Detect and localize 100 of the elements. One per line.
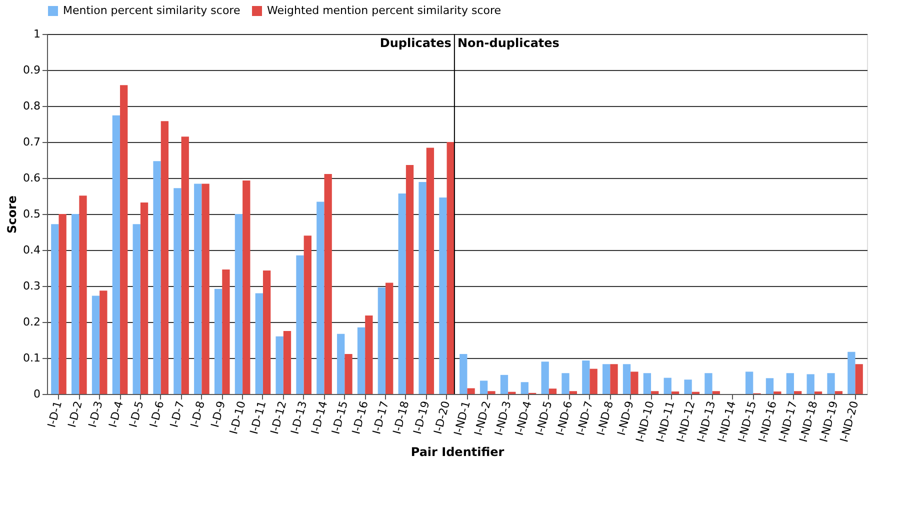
bar bbox=[834, 391, 842, 394]
bar bbox=[222, 269, 230, 394]
y-tick-label: 0.8 bbox=[23, 100, 40, 112]
y-tick-label: 0.2 bbox=[23, 316, 40, 328]
bar bbox=[72, 214, 80, 394]
annotation: Non-duplicates bbox=[457, 36, 560, 50]
x-tick-label: I-D-15 bbox=[329, 400, 350, 436]
bar bbox=[174, 188, 182, 394]
bar bbox=[446, 142, 454, 394]
bar bbox=[304, 236, 312, 394]
x-tick-label: I-D-8 bbox=[188, 400, 208, 429]
x-tick-label: I-D-1 bbox=[45, 400, 65, 429]
bar bbox=[255, 293, 263, 394]
x-tick-label: I-D-5 bbox=[126, 400, 146, 429]
y-tick-label: 0.5 bbox=[23, 208, 40, 220]
x-axis-title: Pair Identifier bbox=[410, 445, 504, 460]
bar bbox=[194, 184, 202, 394]
bar bbox=[480, 380, 488, 394]
x-tick-label: I-D-18 bbox=[390, 400, 412, 436]
bar bbox=[426, 148, 434, 394]
y-tick-label: 1 bbox=[34, 28, 40, 40]
bar bbox=[398, 193, 406, 394]
bar bbox=[242, 180, 250, 394]
bar bbox=[651, 391, 659, 394]
bar bbox=[467, 388, 475, 394]
bar bbox=[786, 373, 794, 394]
bar bbox=[112, 115, 120, 394]
x-tick-label: I-D-17 bbox=[370, 400, 392, 436]
bar bbox=[418, 182, 426, 394]
y-tick-label: 0.9 bbox=[23, 64, 40, 76]
legend-label: Weighted mention percent similarity score bbox=[267, 4, 502, 17]
bar bbox=[344, 354, 352, 394]
annotation: Duplicates bbox=[380, 36, 452, 50]
bar bbox=[202, 184, 210, 394]
x-tick-label: I-ND-4 bbox=[512, 400, 534, 437]
bar bbox=[460, 354, 468, 394]
bar bbox=[766, 378, 774, 394]
bar bbox=[283, 331, 292, 394]
bar bbox=[58, 214, 66, 394]
x-tick-label: I-ND-6 bbox=[554, 400, 576, 437]
bar bbox=[92, 296, 100, 394]
bar bbox=[120, 85, 128, 394]
bar bbox=[488, 391, 496, 394]
y-tick-label: 0.1 bbox=[23, 352, 40, 364]
bar bbox=[160, 121, 169, 394]
bar bbox=[569, 391, 577, 394]
bar bbox=[671, 391, 680, 394]
bar bbox=[582, 360, 590, 394]
bar bbox=[181, 136, 189, 394]
bar bbox=[234, 214, 243, 394]
legend-label: Mention percent similarity score bbox=[63, 4, 240, 17]
x-tick-label: I-D-16 bbox=[350, 400, 371, 436]
x-tick-label: I-D-20 bbox=[431, 400, 453, 436]
x-tick-label: I-D-10 bbox=[227, 400, 248, 436]
bar bbox=[214, 288, 222, 394]
y-tick-label: 0 bbox=[34, 388, 40, 400]
bar bbox=[51, 224, 59, 394]
x-tick-label: I-ND-3 bbox=[492, 400, 514, 437]
y-tick-label: 0.4 bbox=[23, 244, 40, 256]
bar bbox=[602, 364, 610, 394]
bar bbox=[590, 368, 598, 394]
x-tick-label: I-ND-8 bbox=[594, 400, 616, 437]
bar bbox=[520, 382, 528, 394]
bar bbox=[643, 373, 652, 394]
bar bbox=[855, 364, 863, 394]
bar bbox=[316, 202, 324, 394]
x-tick-label: I-ND-2 bbox=[472, 400, 494, 437]
bar bbox=[439, 197, 447, 394]
bar bbox=[562, 373, 570, 394]
bar bbox=[712, 391, 720, 394]
bar bbox=[386, 282, 394, 394]
y-tick-label: 0.7 bbox=[23, 136, 40, 148]
bar bbox=[745, 372, 754, 394]
bar bbox=[357, 327, 366, 394]
y-tick-label: 0.6 bbox=[23, 172, 40, 184]
bar bbox=[337, 334, 345, 394]
bar bbox=[610, 364, 618, 394]
y-tick-label: 0.3 bbox=[23, 280, 40, 292]
x-tick-label: I-D-4 bbox=[106, 400, 126, 429]
bar bbox=[153, 161, 161, 394]
bar bbox=[100, 290, 108, 394]
y-axis-title: Score bbox=[5, 195, 20, 234]
bar bbox=[500, 374, 508, 394]
bar bbox=[794, 391, 802, 394]
bar bbox=[406, 165, 414, 394]
bar bbox=[774, 391, 782, 394]
x-tick-label: I-D-2 bbox=[66, 400, 85, 429]
x-tick-label: I-D-14 bbox=[308, 400, 330, 436]
x-tick-label: I-D-12 bbox=[268, 400, 290, 436]
bar bbox=[276, 336, 284, 394]
bar bbox=[806, 374, 814, 394]
bar bbox=[622, 364, 631, 394]
x-tick-label: I-D-19 bbox=[410, 400, 432, 436]
bar bbox=[365, 316, 373, 394]
bar bbox=[827, 373, 835, 394]
bar bbox=[324, 174, 332, 394]
bar bbox=[79, 196, 87, 394]
bar bbox=[262, 270, 271, 394]
bar bbox=[848, 352, 856, 394]
bar bbox=[814, 391, 822, 394]
